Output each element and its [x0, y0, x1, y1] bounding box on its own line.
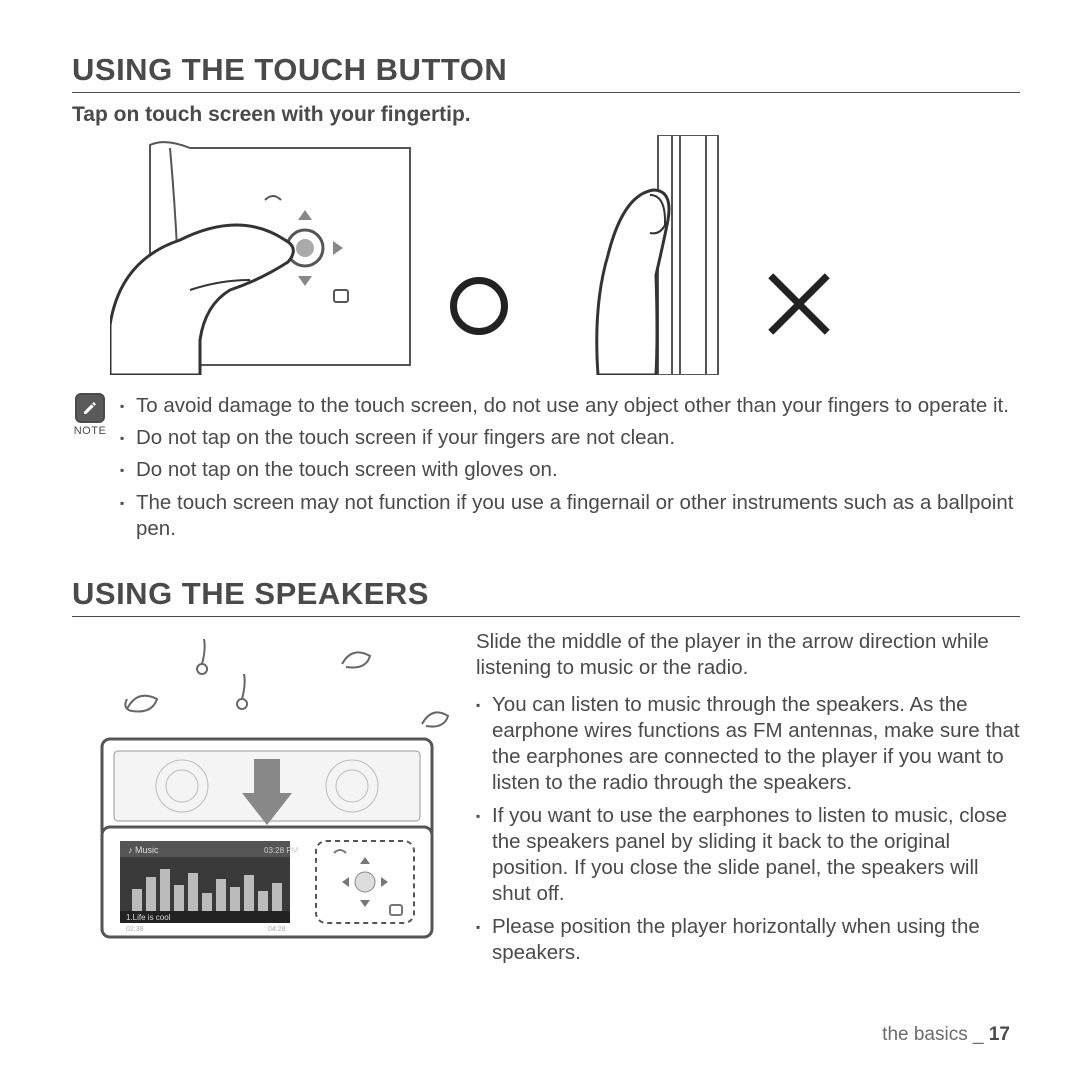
- svg-text:03:28 PM: 03:28 PM: [264, 846, 299, 855]
- illustration-finger-correct: [110, 140, 420, 375]
- touch-illustration-row: [72, 135, 1020, 375]
- svg-text:04:28: 04:28: [268, 926, 286, 933]
- svg-text:1.Life is cool: 1.Life is cool: [126, 913, 171, 922]
- speakers-row: ♪ Music 03:28 PM 1.Life is cool 02:38 04…: [72, 629, 1020, 972]
- section1-bullets: To avoid damage to the touch screen, do …: [120, 393, 1020, 548]
- section1-title: USING THE TOUCH BUTTON: [72, 52, 1020, 93]
- note-badge: NOTE: [72, 393, 108, 437]
- bullet-item: Do not tap on the touch screen with glov…: [120, 457, 1020, 483]
- section2-bullets: You can listen to music through the spea…: [476, 692, 1020, 966]
- illustration-fingernail-wrong: [538, 135, 738, 375]
- bullet-item: To avoid damage to the touch screen, do …: [120, 393, 1020, 419]
- note-block: NOTE To avoid damage to the touch screen…: [72, 393, 1020, 548]
- section2-title: USING THE SPEAKERS: [72, 576, 1020, 617]
- bullet-item: Please position the player horizontally …: [476, 914, 1020, 966]
- bullet-item: If you want to use the earphones to list…: [476, 803, 1020, 908]
- bullet-item: The touch screen may not function if you…: [120, 490, 1020, 542]
- speakers-illustration: ♪ Music 03:28 PM 1.Life is cool 02:38 04…: [72, 629, 452, 972]
- svg-text:♪ Music: ♪ Music: [128, 845, 159, 855]
- section1-subheading: Tap on touch screen with your fingertip.: [72, 103, 1020, 127]
- footer-sep: _: [973, 1024, 984, 1045]
- footer-page-number: 17: [989, 1024, 1010, 1045]
- bullet-item: Do not tap on the touch screen if your f…: [120, 425, 1020, 451]
- footer-section: the basics: [882, 1024, 968, 1045]
- bullet-item: You can listen to music through the spea…: [476, 692, 1020, 797]
- wrong-mark-icon: [768, 273, 830, 335]
- section2-intro: Slide the middle of the player in the ar…: [476, 629, 1020, 681]
- speakers-text: Slide the middle of the player in the ar…: [476, 629, 1020, 972]
- correct-mark-icon: [450, 277, 508, 335]
- note-pencil-icon: [75, 393, 105, 423]
- svg-text:02:38: 02:38: [126, 926, 144, 933]
- note-label: NOTE: [74, 425, 107, 437]
- page-footer: the basics _ 17: [882, 1024, 1010, 1046]
